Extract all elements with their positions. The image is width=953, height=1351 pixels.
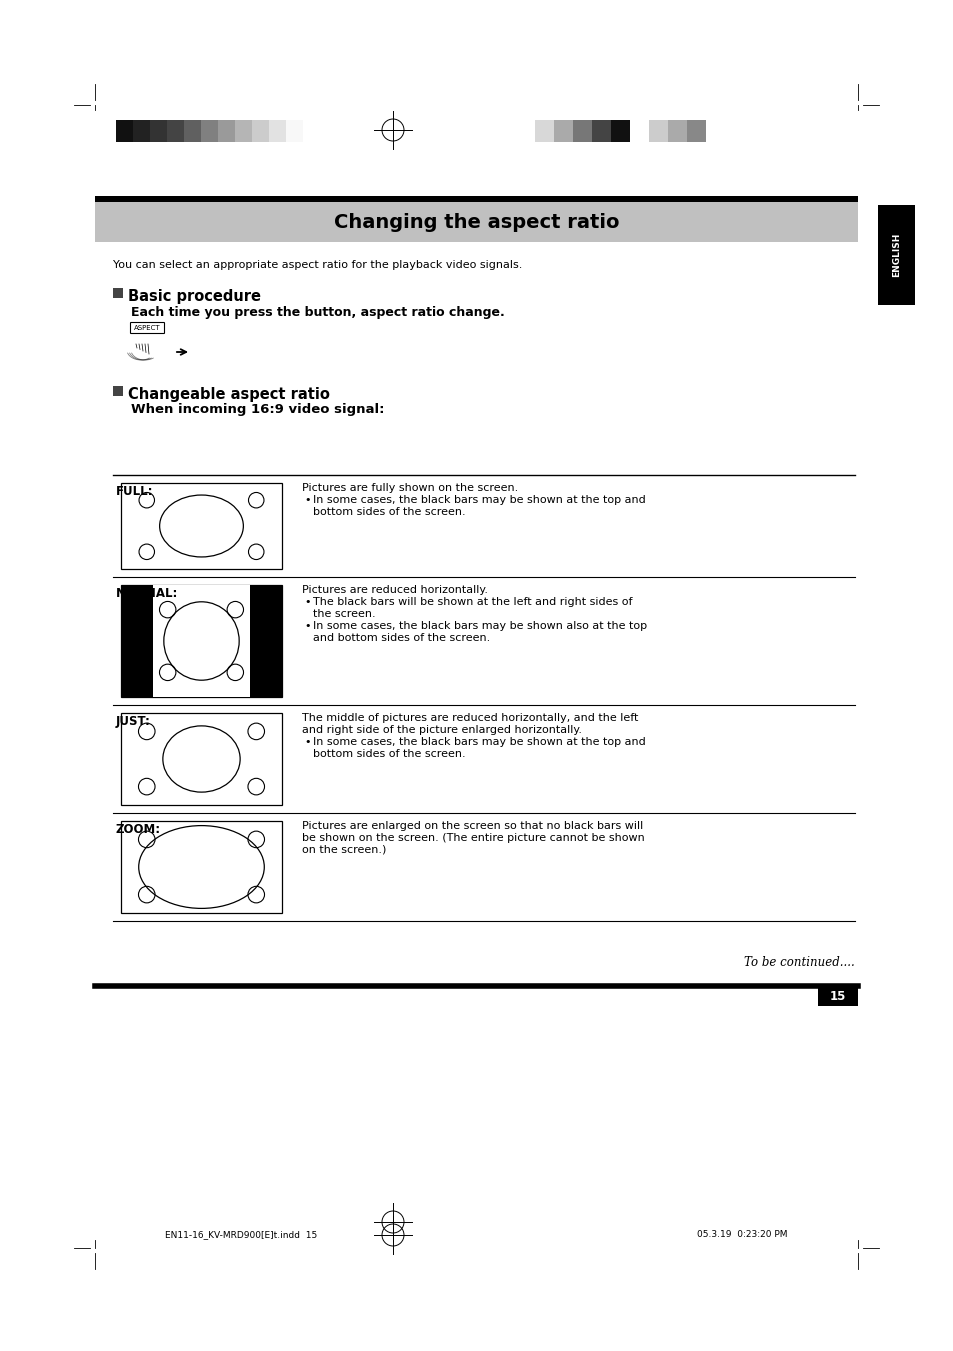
FancyBboxPatch shape (131, 323, 164, 334)
Text: Changeable aspect ratio: Changeable aspect ratio (128, 386, 330, 403)
Bar (286, 120, 303, 142)
Bar (573, 120, 592, 142)
Text: on the screen.): on the screen.) (302, 844, 386, 855)
Bar (121, 484, 282, 569)
Bar (153, 585, 250, 697)
Text: bottom sides of the screen.: bottom sides of the screen. (313, 507, 465, 517)
Text: bottom sides of the screen.: bottom sides of the screen. (313, 748, 465, 759)
Bar (817, 988, 857, 1006)
Text: Basic procedure: Basic procedure (128, 289, 261, 304)
Text: JUST:: JUST: (116, 715, 151, 728)
Bar (592, 120, 610, 142)
Text: •: • (304, 597, 310, 607)
Text: The middle of pictures are reduced horizontally, and the left: The middle of pictures are reduced horiz… (302, 713, 638, 723)
Text: 15: 15 (829, 990, 845, 1004)
Text: You can select an appropriate aspect ratio for the playback video signals.: You can select an appropriate aspect rat… (112, 259, 522, 270)
Bar (535, 120, 554, 142)
Bar (686, 120, 705, 142)
Bar (112, 288, 123, 299)
Bar (234, 120, 252, 142)
Bar (112, 386, 123, 396)
Bar (121, 821, 282, 913)
Text: NORMAL:: NORMAL: (116, 586, 178, 600)
Bar (132, 120, 150, 142)
Bar (269, 120, 286, 142)
Text: ASPECT: ASPECT (134, 326, 161, 331)
Bar (184, 120, 201, 142)
Bar (95, 203, 857, 242)
Bar (648, 120, 667, 142)
Bar (218, 120, 234, 142)
Bar (877, 205, 914, 305)
Text: be shown on the screen. (The entire picture cannot be shown: be shown on the screen. (The entire pict… (302, 834, 644, 843)
Text: •: • (304, 494, 310, 505)
Text: When incoming 16:9 video signal:: When incoming 16:9 video signal: (131, 403, 384, 416)
Text: •: • (304, 738, 310, 747)
Bar (150, 120, 167, 142)
Text: and bottom sides of the screen.: and bottom sides of the screen. (313, 634, 490, 643)
Text: In some cases, the black bars may be shown also at the top: In some cases, the black bars may be sho… (313, 621, 646, 631)
Bar (667, 120, 686, 142)
Text: ZOOM:: ZOOM: (116, 823, 161, 836)
Bar (121, 713, 282, 805)
Text: Each time you press the button, aspect ratio change.: Each time you press the button, aspect r… (131, 305, 504, 319)
Text: Changing the aspect ratio: Changing the aspect ratio (334, 213, 618, 232)
Bar (252, 120, 269, 142)
Bar (201, 120, 218, 142)
Bar (167, 120, 184, 142)
Text: the screen.: the screen. (313, 609, 375, 619)
Text: EN11-16_KV-MRD900[E]t.indd  15: EN11-16_KV-MRD900[E]t.indd 15 (165, 1229, 317, 1239)
Bar (554, 120, 573, 142)
Bar (121, 585, 282, 697)
Text: ENGLISH: ENGLISH (891, 232, 900, 277)
Text: FULL:: FULL: (116, 485, 153, 499)
Text: Pictures are fully shown on the screen.: Pictures are fully shown on the screen. (302, 484, 517, 493)
Text: 05.3.19  0:23:20 PM: 05.3.19 0:23:20 PM (697, 1229, 787, 1239)
Text: •: • (304, 621, 310, 631)
Text: and right side of the picture enlarged horizontally.: and right side of the picture enlarged h… (302, 725, 581, 735)
Bar (95, 196, 857, 203)
Bar (116, 120, 132, 142)
Text: In some cases, the black bars may be shown at the top and: In some cases, the black bars may be sho… (313, 738, 645, 747)
Text: Pictures are reduced horizontally.: Pictures are reduced horizontally. (302, 585, 488, 594)
Text: Pictures are enlarged on the screen so that no black bars will: Pictures are enlarged on the screen so t… (302, 821, 642, 831)
Bar (610, 120, 629, 142)
Text: In some cases, the black bars may be shown at the top and: In some cases, the black bars may be sho… (313, 494, 645, 505)
Bar (629, 120, 648, 142)
Text: The black bars will be shown at the left and right sides of: The black bars will be shown at the left… (313, 597, 632, 607)
Text: To be continued....: To be continued.... (743, 957, 854, 969)
